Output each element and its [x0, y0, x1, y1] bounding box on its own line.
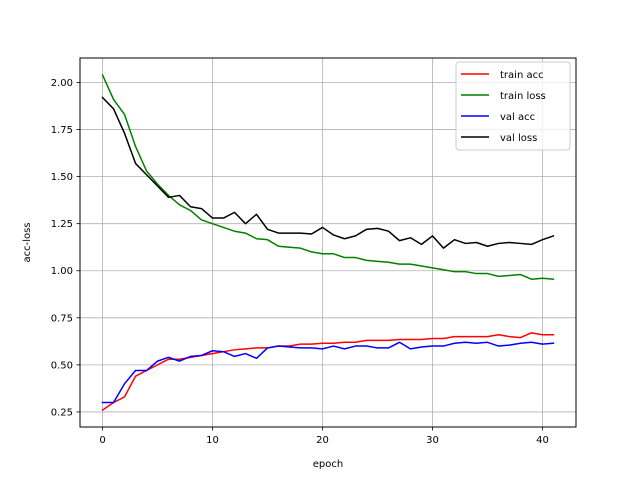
legend-label: val acc — [500, 112, 535, 123]
x-tick-label: 10 — [206, 435, 219, 446]
y-tick-label: 0.25 — [51, 407, 73, 418]
y-tick-label: 1.75 — [51, 125, 73, 136]
y-tick-label: 1.25 — [51, 219, 73, 230]
legend: train acc train loss val acc val loss — [455, 61, 571, 151]
series-lines — [101, 73, 555, 412]
y-axis: 0.25 0.50 0.75 1.00 1.25 1.50 1.75 2.00 — [51, 78, 80, 418]
y-tick-label: 0.50 — [51, 360, 73, 371]
y-axis-label: acc-loss — [22, 222, 33, 262]
x-tick-label: 30 — [426, 435, 439, 446]
series-line-train-loss — [101, 73, 555, 281]
series-line-val-acc — [101, 341, 555, 404]
x-axis-label: epoch — [313, 459, 343, 470]
y-tick-label: 1.50 — [51, 172, 73, 183]
y-tick-label: 1.00 — [51, 266, 73, 277]
legend-label: train loss — [500, 91, 546, 102]
y-tick-label: 2.00 — [51, 78, 73, 89]
x-tick-label: 20 — [316, 435, 329, 446]
x-axis: 0 10 20 30 40 — [99, 427, 549, 446]
series-line-val-loss — [101, 96, 555, 249]
x-tick-label: 40 — [536, 435, 549, 446]
series-line-train-acc — [101, 332, 555, 412]
legend-label: train acc — [500, 70, 544, 81]
y-tick-label: 0.75 — [51, 313, 73, 324]
legend-box — [455, 61, 571, 151]
x-tick-label: 0 — [99, 435, 105, 446]
legend-label: val loss — [500, 133, 537, 144]
plot-frame — [79, 57, 577, 428]
